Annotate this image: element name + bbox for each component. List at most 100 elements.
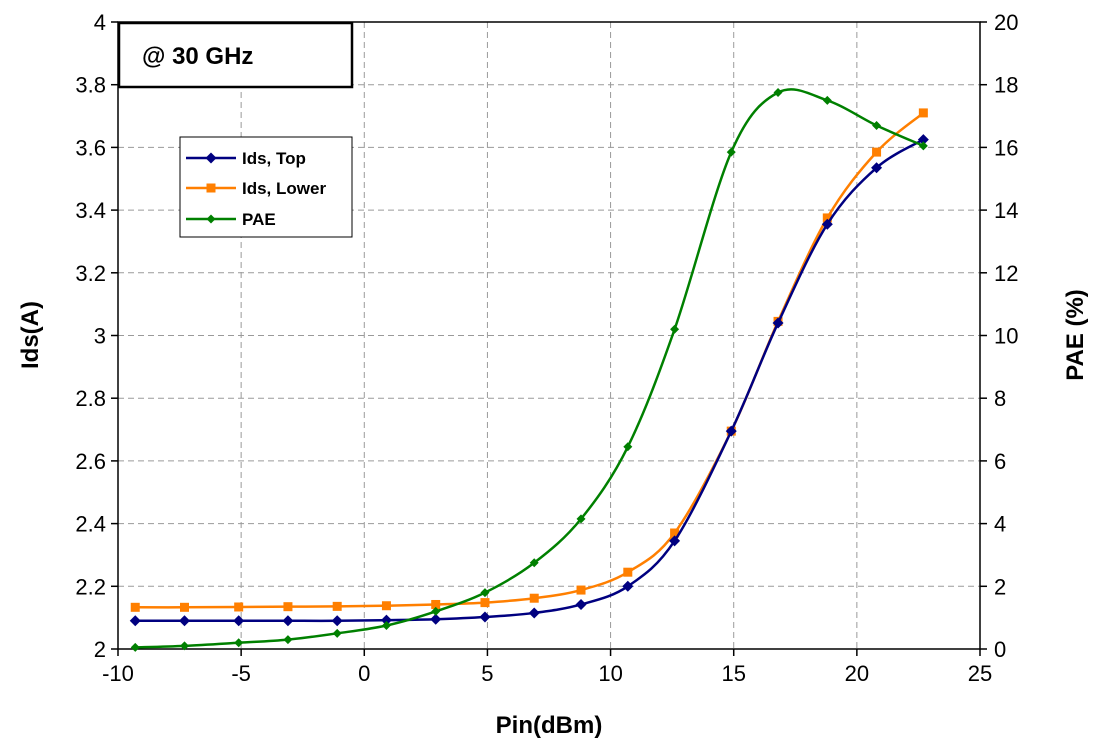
data-point [575, 598, 587, 610]
data-point [130, 602, 140, 612]
y2-tick-label: 14 [994, 198, 1018, 223]
data-point [234, 602, 244, 612]
x-tick-label: 0 [358, 661, 370, 686]
data-point [576, 514, 586, 524]
x-tick-label: 15 [721, 661, 745, 686]
data-point [872, 120, 882, 130]
data-point [332, 628, 342, 638]
y2-tick-label: 8 [994, 386, 1006, 411]
data-point [918, 141, 928, 151]
y-axis-title: Ids(A) [17, 301, 44, 369]
legend-marker [206, 214, 216, 224]
data-point [129, 615, 141, 627]
y-tick-label: 2.4 [75, 512, 106, 537]
data-point [670, 324, 680, 334]
data-point [283, 635, 293, 645]
y2-tick-label: 10 [994, 324, 1018, 349]
data-point [178, 615, 190, 627]
data-point [822, 213, 832, 223]
grid [118, 22, 980, 649]
y-tick-label: 3.8 [75, 73, 106, 98]
y2-tick-label: 16 [994, 135, 1018, 160]
series-layer [129, 88, 929, 652]
data-point [233, 615, 245, 627]
y-tick-label: 2.8 [75, 386, 106, 411]
y2-tick-label: 12 [994, 261, 1018, 286]
data-point [528, 607, 540, 619]
annotation-text: @ 30 GHz [142, 43, 253, 70]
y-tick-label: 4 [94, 10, 106, 35]
data-point [380, 614, 392, 626]
data-point [821, 218, 833, 230]
y-tick-label: 3.2 [75, 261, 106, 286]
data-point [283, 602, 293, 612]
y-tick-label: 3.4 [75, 198, 106, 223]
x-tick-label: 20 [845, 661, 869, 686]
series-pae [130, 88, 928, 652]
legend-item: Ids, Top [186, 149, 306, 168]
data-point [331, 615, 343, 627]
y-tick-label: 2 [94, 637, 106, 662]
legend-label: PAE [242, 210, 276, 229]
y2-tick-label: 18 [994, 73, 1018, 98]
data-point [234, 638, 244, 648]
data-point [381, 601, 391, 611]
x-tick-label: 5 [481, 661, 493, 686]
y2-tick-label: 2 [994, 574, 1006, 599]
data-point [576, 585, 586, 595]
x-tick-label: -5 [231, 661, 251, 686]
data-point [773, 88, 783, 98]
data-point [282, 615, 294, 627]
data-point [669, 535, 681, 547]
y2-tick-label: 6 [994, 449, 1006, 474]
data-point [623, 567, 633, 577]
data-point [623, 442, 633, 452]
x-tick-label: 25 [968, 661, 992, 686]
series-ids-lower [130, 108, 928, 612]
data-point [479, 611, 491, 623]
legend-item: PAE [186, 210, 276, 229]
series-ids-top [129, 134, 929, 627]
data-point [179, 641, 189, 651]
legend-marker [205, 152, 217, 164]
y-tick-labels: 2 2.2 2.4 2.6 2.8 3 3.2 3.4 3.6 3.8 4 [75, 10, 118, 662]
x-axis-title: Pin(dBm) [496, 712, 603, 739]
data-point [480, 588, 490, 598]
data-point [670, 528, 680, 538]
data-point [917, 134, 929, 146]
y2-tick-label: 0 [994, 637, 1006, 662]
data-point [822, 95, 832, 105]
data-point [529, 593, 539, 603]
y-tick-label: 3 [94, 324, 106, 349]
y-tick-label: 2.6 [75, 449, 106, 474]
y2-axis-title: PAE (%) [1062, 289, 1089, 381]
data-point [431, 606, 441, 616]
legend-item: Ids, Lower [186, 179, 326, 198]
data-point [431, 599, 441, 609]
data-point [381, 620, 391, 630]
y2-tick-label: 4 [994, 512, 1006, 537]
data-point [430, 613, 442, 625]
y-tick-label: 2.2 [75, 574, 106, 599]
legend-label: Ids, Lower [242, 179, 326, 198]
data-point [130, 642, 140, 652]
legend-marker [206, 183, 216, 193]
data-point [918, 108, 928, 118]
data-point [726, 147, 736, 157]
legend: Ids, Top Ids, Lower PAE [179, 136, 353, 238]
data-point [871, 162, 883, 174]
x-tick-label: 10 [598, 661, 622, 686]
data-point [480, 598, 490, 608]
data-point [179, 602, 189, 612]
data-point [529, 558, 539, 568]
x-tick-labels: -10 -5 0 5 10 15 20 25 [102, 649, 992, 686]
x-tick-label: -10 [102, 661, 134, 686]
data-point [725, 425, 737, 437]
annotation-box: @ 30 GHz [117, 21, 354, 89]
y2-tick-labels: 0 2 4 6 8 10 12 14 16 18 20 [980, 10, 1018, 662]
data-point [622, 580, 634, 592]
y-tick-label: 3.6 [75, 135, 106, 160]
legend-label: Ids, Top [242, 149, 306, 168]
y2-tick-label: 20 [994, 10, 1018, 35]
